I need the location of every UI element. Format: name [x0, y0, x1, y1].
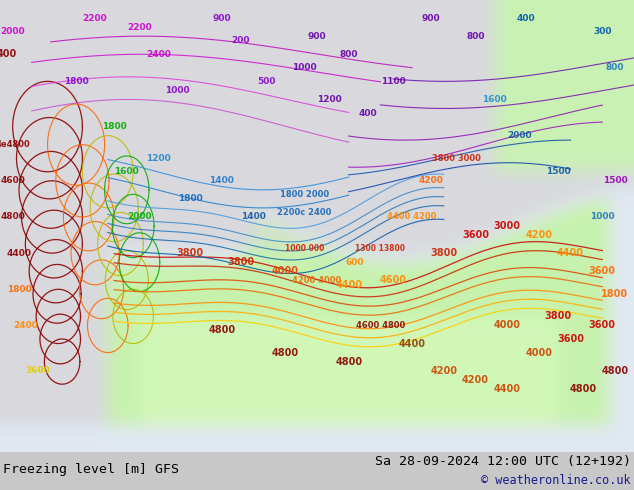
- Text: 2000: 2000: [508, 131, 532, 140]
- Text: 4800: 4800: [335, 357, 362, 367]
- Text: 2000: 2000: [1, 27, 25, 36]
- Text: 2200: 2200: [127, 23, 152, 32]
- Text: 4800: 4800: [0, 213, 25, 221]
- Text: 900: 900: [307, 32, 327, 41]
- Text: 4200: 4200: [526, 230, 552, 240]
- Text: 1200: 1200: [146, 154, 171, 163]
- Text: 900: 900: [422, 14, 441, 23]
- Text: 4400: 4400: [494, 384, 521, 394]
- Text: 2000: 2000: [127, 213, 152, 221]
- Text: 4200: 4200: [418, 176, 444, 185]
- Text: 2400: 2400: [146, 50, 171, 59]
- Text: 3800: 3800: [228, 257, 254, 267]
- Text: 4000: 4000: [272, 266, 299, 276]
- Text: 1000: 1000: [590, 213, 614, 221]
- Text: 1600: 1600: [482, 95, 507, 104]
- Text: 400: 400: [517, 14, 536, 23]
- Text: © weatheronline.co.uk: © weatheronline.co.uk: [481, 474, 631, 487]
- Text: 400: 400: [0, 49, 16, 59]
- Text: 300: 300: [593, 27, 612, 36]
- Text: 4000: 4000: [526, 347, 552, 358]
- Text: 4400: 4400: [399, 339, 425, 348]
- Text: 4600: 4600: [0, 176, 25, 185]
- Text: 3600: 3600: [589, 320, 616, 330]
- Text: 4200: 4200: [462, 375, 489, 385]
- Text: 2200: 2200: [82, 14, 108, 23]
- Text: Freezing level [m] GFS: Freezing level [m] GFS: [3, 463, 179, 476]
- Text: 2200c 2400: 2200c 2400: [277, 208, 332, 217]
- Text: 800: 800: [605, 63, 624, 73]
- Text: 1100: 1100: [380, 77, 406, 86]
- Text: 1800: 1800: [101, 122, 127, 131]
- Text: 4400: 4400: [335, 280, 362, 290]
- Text: 1600: 1600: [114, 167, 139, 176]
- Text: 3000: 3000: [494, 221, 521, 231]
- Text: 1400: 1400: [209, 176, 235, 185]
- Text: 1800: 1800: [178, 195, 203, 203]
- Text: 2400: 2400: [13, 321, 38, 330]
- Text: 3800: 3800: [430, 248, 457, 258]
- Text: 4600 4800: 4600 4800: [356, 321, 405, 330]
- Text: 3600: 3600: [25, 366, 51, 375]
- Text: 4400 4200: 4400 4200: [387, 213, 437, 221]
- Text: 1000: 1000: [165, 86, 190, 95]
- Text: 3800: 3800: [177, 248, 204, 258]
- Text: 1800: 1800: [6, 285, 32, 294]
- Text: 1800 2000: 1800 2000: [280, 190, 329, 199]
- Text: 200: 200: [231, 36, 250, 45]
- Text: 4200: 4200: [430, 366, 457, 376]
- Text: 3800: 3800: [545, 312, 571, 321]
- Text: 1400: 1400: [241, 213, 266, 221]
- Text: 800: 800: [466, 32, 485, 41]
- Text: 1200: 1200: [317, 95, 342, 104]
- Text: 1500: 1500: [602, 176, 628, 185]
- Text: 3600: 3600: [557, 334, 584, 344]
- Text: 800: 800: [339, 50, 358, 59]
- Text: 1800: 1800: [602, 289, 628, 299]
- Text: 1000: 1000: [292, 63, 316, 73]
- Text: 3600: 3600: [462, 230, 489, 240]
- Text: 400: 400: [358, 108, 377, 118]
- Text: 1000 000: 1000 000: [285, 244, 324, 253]
- Text: 4e4800: 4e4800: [0, 140, 30, 149]
- Text: 4800: 4800: [602, 366, 628, 376]
- Text: 1500: 1500: [545, 167, 571, 176]
- Text: 4000: 4000: [494, 320, 521, 330]
- Text: 1300 13800: 1300 13800: [356, 244, 405, 253]
- Text: 4800: 4800: [272, 347, 299, 358]
- Text: 600: 600: [346, 258, 365, 267]
- Text: 4800: 4800: [570, 384, 597, 394]
- Text: 3600: 3600: [589, 266, 616, 276]
- Text: Sa 28-09-2024 12:00 UTC (12+192): Sa 28-09-2024 12:00 UTC (12+192): [375, 455, 631, 468]
- Text: 1800: 1800: [63, 77, 89, 86]
- Text: 500: 500: [257, 77, 276, 86]
- Text: 4400: 4400: [6, 248, 32, 258]
- Text: 4800: 4800: [209, 325, 235, 335]
- Text: 4400: 4400: [557, 248, 584, 258]
- Text: 4600: 4600: [380, 275, 406, 285]
- Text: 3800 3000: 3800 3000: [432, 154, 481, 163]
- Text: 900: 900: [212, 14, 231, 23]
- Text: 4200 4000: 4200 4000: [292, 276, 342, 285]
